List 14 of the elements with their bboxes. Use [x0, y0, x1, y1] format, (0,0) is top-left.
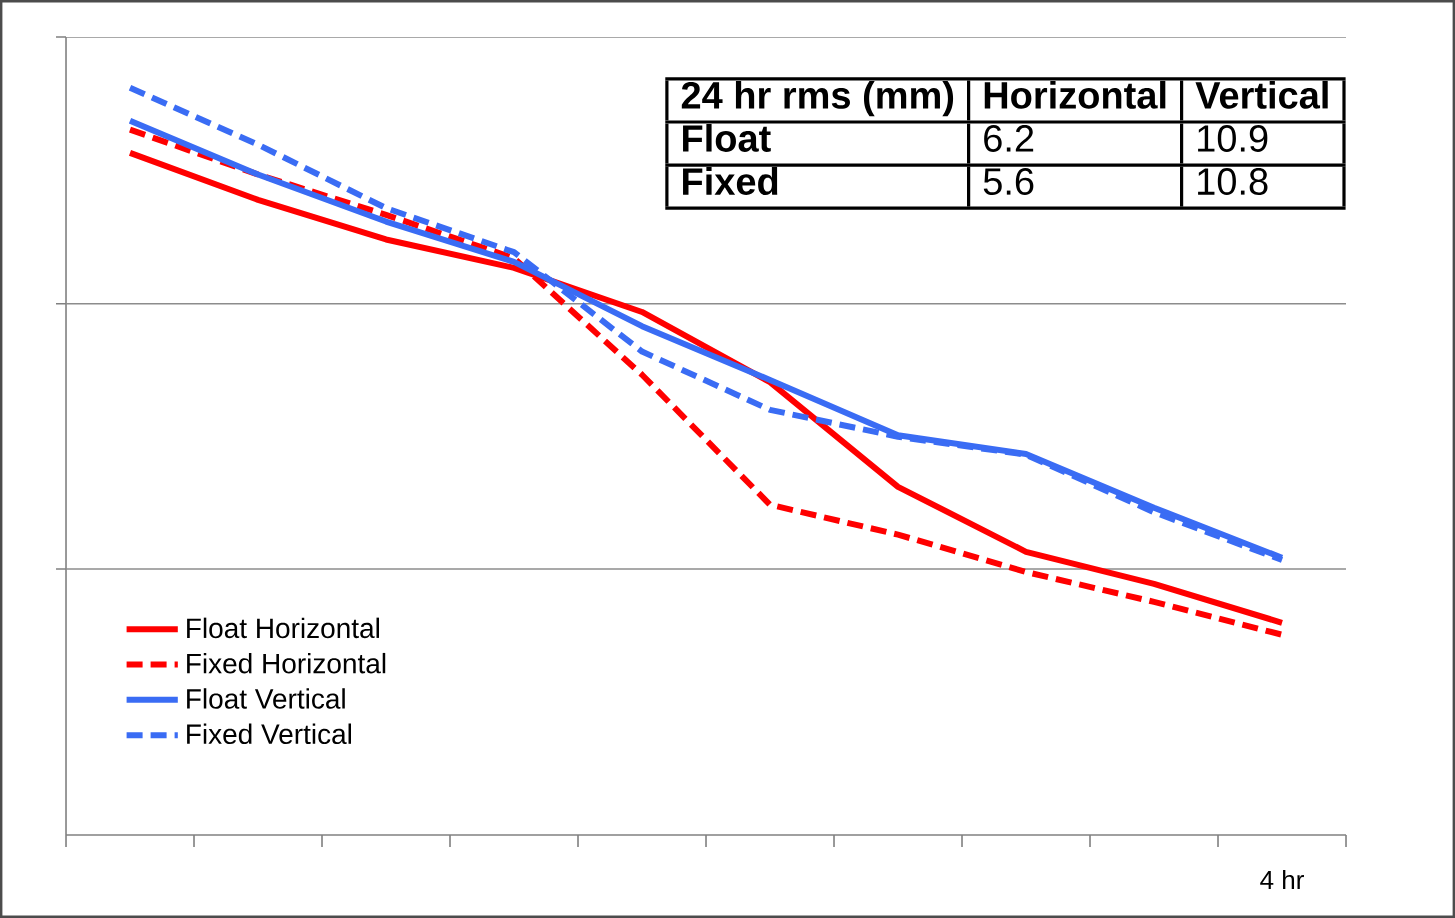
annotation: 24 hr rms (mm): [681, 80, 954, 117]
annotation: Fixed: [683, 167, 778, 196]
legend-label: Float Vertical: [187, 688, 345, 709]
annotation: Float: [683, 123, 771, 152]
annotation: 6.2: [984, 125, 1034, 152]
x-axis-title: 4 hr: [1260, 870, 1304, 889]
annotation: 5.6: [983, 168, 1034, 196]
annotation: 10.8: [1198, 168, 1268, 196]
legend-label: Fixed Horizontal: [187, 652, 386, 674]
legend-label: Fixed Vertical: [187, 723, 352, 745]
annotation: Vertical: [1195, 80, 1328, 109]
annotation: Horizontal: [984, 80, 1166, 109]
legend-label: Float Horizontal: [187, 617, 379, 639]
annotation: 10.9: [1198, 125, 1268, 152]
